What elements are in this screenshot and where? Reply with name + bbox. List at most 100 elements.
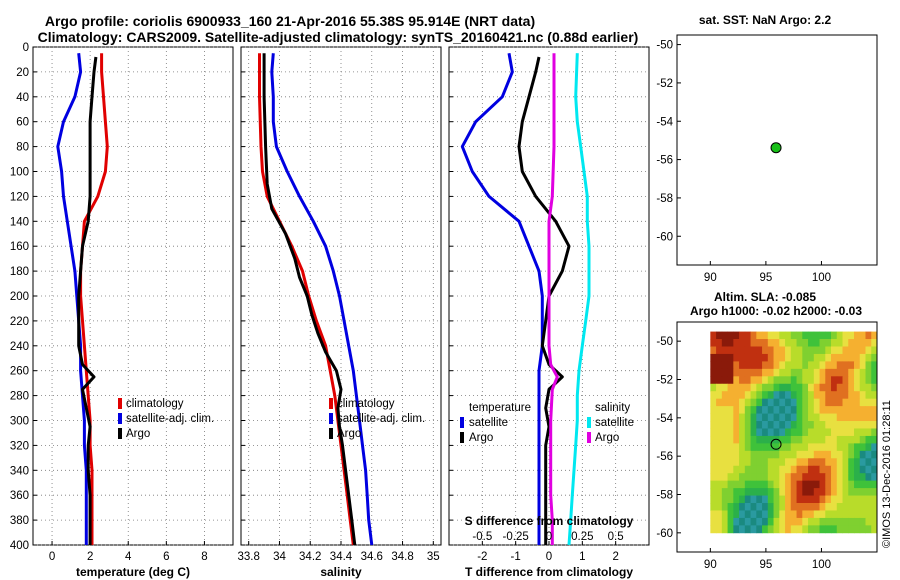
heatmap-cell	[727, 398, 734, 407]
heatmap-cell	[825, 391, 832, 400]
y-tick-label: 340	[10, 465, 29, 477]
heatmap-cell	[836, 458, 843, 467]
heatmap-cell	[721, 361, 728, 370]
heatmap-cell	[842, 503, 849, 511]
heatmap-cell	[739, 361, 746, 370]
heatmap-cell	[831, 413, 838, 422]
legend-label: Argo	[469, 432, 493, 444]
legend-label: satellite	[469, 417, 508, 429]
heatmap-cell	[831, 383, 838, 392]
heatmap-cell	[710, 450, 717, 459]
heatmap-cell	[813, 391, 820, 400]
heatmap-cell	[710, 480, 717, 489]
heatmap-cell	[733, 525, 740, 534]
secondary-x-tick-label: -0.5	[472, 531, 492, 543]
heatmap-cell	[710, 346, 717, 355]
heatmap-cell	[716, 450, 723, 459]
heatmap-cell	[721, 368, 728, 377]
heatmap-cell	[773, 353, 780, 362]
heatmap-cell	[831, 376, 838, 385]
heatmap-cell	[836, 361, 843, 370]
heatmap-cell	[859, 383, 866, 392]
heatmap-cell	[785, 361, 792, 370]
heatmap-cell	[871, 391, 878, 400]
heatmap-cell	[842, 391, 849, 400]
heatmap-cell	[744, 517, 751, 526]
heatmap-cell	[716, 368, 723, 377]
heatmap-cell	[727, 368, 734, 377]
heatmap-cell	[790, 331, 797, 340]
y-tick-label: -56	[656, 155, 673, 167]
heatmap-cell	[744, 510, 751, 519]
heatmap-cell	[767, 331, 774, 340]
heatmap-cell	[756, 353, 763, 362]
heatmap-cell	[767, 525, 774, 534]
heatmap-cell	[819, 368, 826, 377]
y-tick-label: 0	[23, 42, 29, 54]
heatmap-cell	[773, 346, 780, 355]
heatmap-cell	[813, 346, 820, 355]
heatmap-cell	[779, 398, 786, 407]
heatmap-cell	[721, 525, 728, 534]
heatmap-cell	[790, 353, 797, 362]
heatmap-cell	[733, 510, 740, 519]
heatmap-cell	[750, 525, 757, 534]
y-tick-label: 180	[10, 266, 29, 278]
heatmap-cell	[813, 428, 820, 437]
x-tick-label: 95	[759, 272, 772, 284]
heatmap-cell	[790, 368, 797, 377]
heatmap-cell	[767, 383, 774, 392]
heatmap-cell	[796, 361, 803, 370]
y-tick-label: 260	[10, 366, 29, 378]
heatmap-cell	[716, 488, 723, 496]
heatmap-cell	[825, 450, 832, 459]
heatmap-cell	[819, 421, 826, 429]
heatmap-cell	[762, 525, 769, 534]
heatmap-cell	[739, 421, 746, 429]
heatmap-cell	[848, 465, 855, 474]
heatmap-cell	[819, 383, 826, 392]
map-title: sat. SST: NaN Argo: 2.2	[699, 13, 832, 27]
heatmap-cell	[813, 517, 820, 526]
heatmap-cell	[865, 339, 872, 347]
heatmap-cell	[727, 443, 734, 452]
heatmap-cell	[865, 421, 872, 429]
heatmap-cell	[727, 525, 734, 534]
x-axis-label: T difference from climatology	[465, 565, 633, 579]
heatmap-cell	[762, 376, 769, 385]
heatmap-cell	[831, 339, 838, 347]
heatmap-cell	[813, 465, 820, 474]
heatmap-cell	[750, 465, 757, 474]
heatmap-cell	[790, 488, 797, 496]
x-tick-label: 90	[704, 272, 717, 284]
legend-swatch	[329, 398, 333, 409]
heatmap-cell	[871, 339, 878, 347]
heatmap-cell	[790, 525, 797, 534]
heatmap-cell	[854, 473, 861, 482]
heatmap-cell	[825, 525, 832, 534]
heatmap-cell	[716, 503, 723, 511]
heatmap-cell	[842, 398, 849, 407]
heatmap-cell	[802, 376, 809, 385]
heatmap-cell	[710, 503, 717, 511]
heatmap-cell	[871, 443, 878, 452]
heatmap-cell	[750, 458, 757, 467]
heatmap-cell	[871, 525, 878, 534]
heatmap-cell	[802, 391, 809, 400]
heatmap-cell	[716, 510, 723, 519]
heatmap-cell	[756, 331, 763, 340]
heatmap-cell	[785, 391, 792, 400]
heatmap-cell	[802, 413, 809, 422]
heatmap-cell	[790, 428, 797, 437]
heatmap-cell	[808, 391, 815, 400]
heatmap-cell	[727, 495, 734, 504]
heatmap-cell	[790, 413, 797, 422]
legend-swatch	[460, 432, 464, 443]
heatmap-cell	[750, 428, 757, 437]
heatmap-cell	[762, 331, 769, 340]
heatmap-cell	[831, 488, 838, 496]
heatmap-cell	[762, 517, 769, 526]
heatmap-cell	[871, 503, 878, 511]
heatmap-cell	[779, 339, 786, 347]
